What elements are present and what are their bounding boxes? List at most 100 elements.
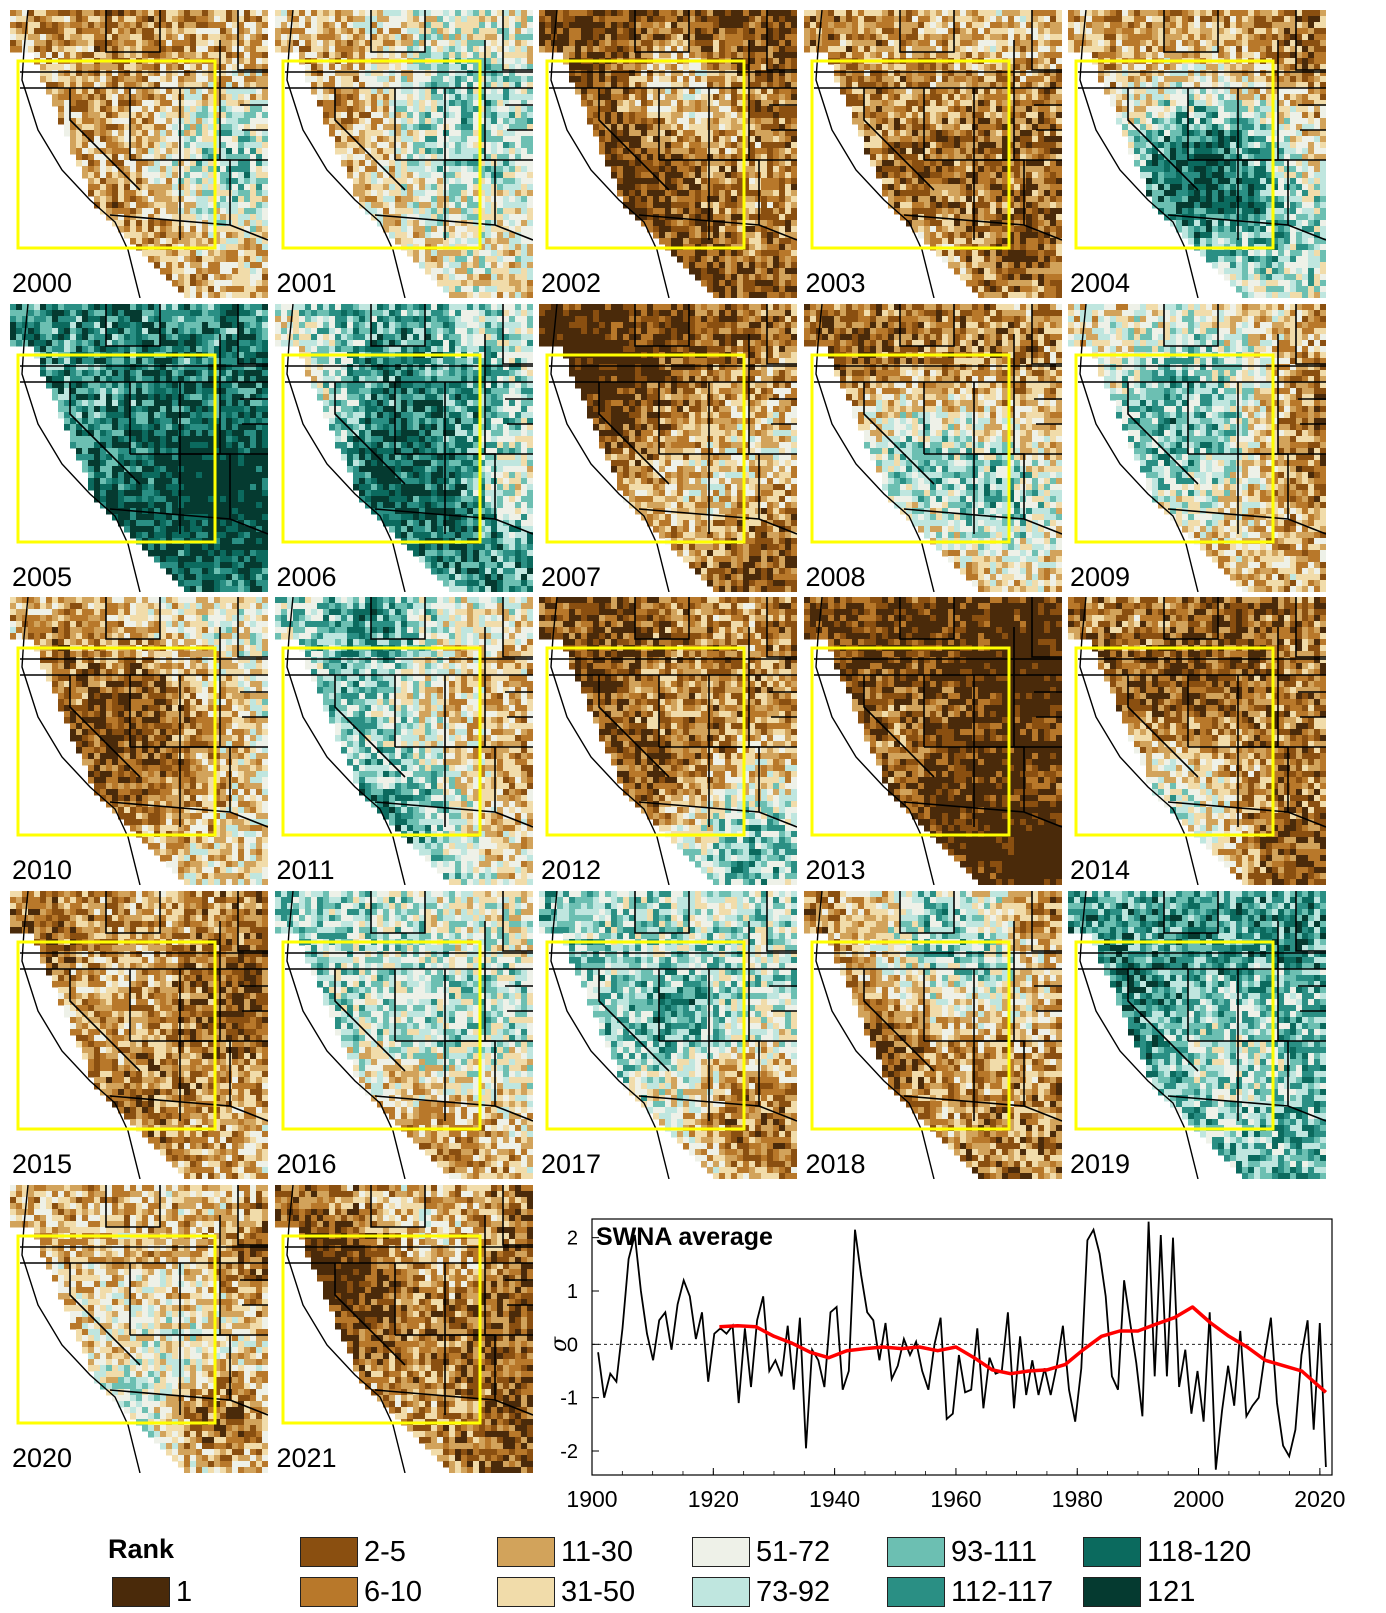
map-image — [803, 10, 1062, 298]
map-panel-2012: 2012 — [539, 597, 797, 886]
legend-item: 6-10 — [300, 1575, 422, 1609]
legend-swatch — [300, 1537, 358, 1567]
legend-item: 73-92 — [692, 1575, 830, 1609]
y-tick-label: -2 — [560, 1441, 578, 1463]
legend-label: 2-5 — [364, 1536, 406, 1569]
map-panel-2004: 2004 — [1068, 10, 1326, 298]
legend-swatch — [887, 1577, 945, 1607]
swna-region-box — [1074, 646, 1275, 837]
map-panel-2021: 2021 — [274, 1184, 533, 1473]
y-axis-label: σ — [547, 1336, 572, 1352]
panel-year-label: 2008 — [806, 562, 866, 592]
panel-year-label: 2011 — [277, 855, 335, 885]
legend-label: 31-50 — [561, 1576, 635, 1609]
x-tick-label: 2020 — [1294, 1486, 1345, 1512]
panel-year-label: 2006 — [277, 562, 337, 592]
legend-label: 93-111 — [951, 1536, 1037, 1569]
swna-region-box — [1074, 353, 1275, 544]
x-tick-label: 1980 — [1052, 1486, 1103, 1512]
legend-swatch — [1083, 1577, 1141, 1607]
map-panel-2000: 2000 — [10, 10, 268, 298]
swna-region-box — [16, 940, 217, 1131]
map-image — [539, 891, 797, 1180]
swna-region-box — [545, 59, 746, 250]
legend-swatch — [692, 1577, 750, 1607]
map-panel-2015: 2015 — [10, 891, 268, 1180]
swna-region-box — [1074, 59, 1275, 250]
map-image — [274, 1184, 533, 1473]
map-image — [1068, 597, 1326, 886]
map-panel-2011: 2011 — [274, 597, 533, 886]
map-panel-2013: 2013 — [803, 597, 1062, 886]
panel-year-label: 2012 — [541, 855, 601, 885]
legend-label: 112-117 — [951, 1576, 1053, 1609]
map-panel-2018: 2018 — [803, 891, 1062, 1180]
chart-title: SWNA average — [596, 1223, 773, 1251]
map-panel-2019: 2019 — [1068, 891, 1326, 1180]
map-image — [1068, 303, 1326, 592]
map-panel-2003: 2003 — [803, 10, 1062, 298]
legend-item: 11-30 — [497, 1535, 633, 1569]
map-image — [803, 597, 1062, 886]
panel-year-label: 2004 — [1070, 268, 1130, 298]
swna-region-box — [810, 353, 1010, 544]
swna-average-chart: 1900 1920 1940 1960 1980 2000 2020 2 1 0 -1 -2 σ SWNA… — [547, 1217, 1358, 1527]
map-image — [1068, 10, 1326, 298]
map-panel-2020: 2020 — [10, 1184, 268, 1473]
plot-frame — [591, 1218, 1333, 1476]
map-image — [539, 597, 797, 886]
swna-region-box — [281, 353, 481, 544]
swna-region-box — [16, 646, 217, 837]
y-tick-label: 0 — [567, 1334, 578, 1356]
map-image — [10, 891, 268, 1180]
map-panel-2008: 2008 — [803, 303, 1062, 592]
legend-swatch — [692, 1537, 750, 1567]
map-image — [803, 891, 1062, 1180]
swna-region-box — [16, 353, 217, 544]
map-image — [539, 10, 797, 298]
x-tick-label: 1960 — [930, 1486, 981, 1512]
map-image — [274, 10, 533, 298]
legend-label: 118-120 — [1147, 1536, 1251, 1569]
swna-region-box — [16, 1234, 217, 1425]
legend-label: 6-10 — [364, 1576, 422, 1609]
swna-region-box — [1074, 940, 1275, 1131]
panel-year-label: 2003 — [806, 268, 866, 298]
panel-year-label: 2017 — [541, 1149, 601, 1179]
legend-swatch — [497, 1537, 555, 1567]
map-image — [803, 303, 1062, 592]
legend-label: 1 — [176, 1576, 192, 1609]
legend-label: 11-30 — [561, 1536, 633, 1569]
legend-swatch — [887, 1537, 945, 1567]
legend-swatch — [497, 1577, 555, 1607]
map-panel-2005: 2005 — [10, 303, 268, 592]
swna-region-box — [281, 59, 481, 250]
legend-item: 51-72 — [692, 1535, 830, 1569]
map-panel-grid: 2000 2001 2002 2003 2004 2005 2006 2007 2008 2009… — [10, 10, 1326, 1473]
panel-year-label: 2014 — [1070, 855, 1130, 885]
x-tick-label: 1900 — [566, 1486, 617, 1512]
running-mean-line — [719, 1305, 1328, 1394]
legend-label: 73-92 — [756, 1576, 830, 1609]
swna-region-box — [545, 940, 746, 1131]
legend-swatch — [112, 1577, 170, 1607]
panel-year-label: 2019 — [1070, 1149, 1130, 1179]
panel-year-label: 2013 — [806, 855, 866, 885]
swna-region-box — [281, 1234, 481, 1425]
legend-item: 2-5 — [300, 1535, 406, 1569]
legend-label: 121 — [1147, 1576, 1195, 1609]
x-tick-label: 2000 — [1173, 1486, 1224, 1512]
legend-item: 1 — [112, 1575, 192, 1609]
swna-region-box — [810, 59, 1010, 250]
swna-region-box — [810, 646, 1010, 837]
legend-item: 93-111 — [887, 1535, 1037, 1569]
y-tick-label: 1 — [567, 1281, 578, 1303]
annual-series-line — [597, 1221, 1327, 1470]
legend-item: 118-120 — [1083, 1535, 1251, 1569]
map-panel-2007: 2007 — [539, 303, 797, 592]
panel-year-label: 2005 — [12, 562, 72, 592]
map-panel-2006: 2006 — [274, 303, 533, 592]
legend-item: 31-50 — [497, 1575, 635, 1609]
map-panel-2002: 2002 — [539, 10, 797, 298]
swna-region-box — [545, 353, 746, 544]
